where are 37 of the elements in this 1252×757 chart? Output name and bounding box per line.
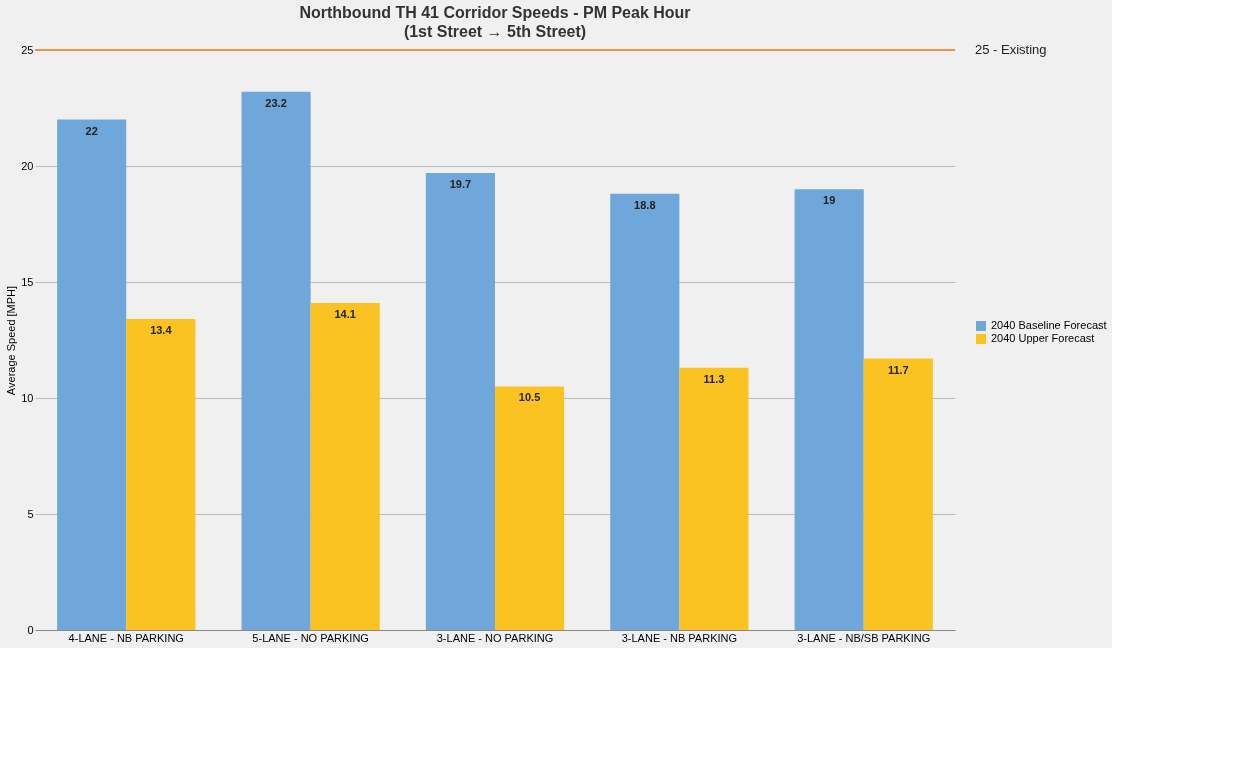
data-label: 22 [85,124,98,137]
data-label: 14.1 [334,307,356,320]
data-label: 11.3 [703,372,725,385]
bar [610,193,680,630]
y-tick-label: 25 [21,43,34,56]
y-tick-label: 5 [27,507,34,520]
legend-label: 2040 Baseline Forecast [991,319,1107,331]
x-tick-label: 4-LANE - NB PARKING [68,631,184,644]
data-label: 23.2 [265,96,287,109]
x-tick-label: 3-LANE - NO PARKING [436,631,554,644]
data-label: 13.4 [150,324,173,337]
y-tick-label: 10 [21,391,34,404]
y-tick-label: 20 [21,159,34,172]
data-label: 19 [823,194,836,207]
x-tick-label: 3-LANE - NB/SB PARKING [797,631,931,644]
bar [310,302,380,630]
data-label: 10.5 [518,391,541,404]
bar [679,367,749,630]
chart-title: Northbound TH 41 Corridor Speeds - PM Peak Hour [299,4,691,21]
legend-label: 2040 Upper Forecast [991,332,1095,344]
y-tick-label: 0 [27,623,34,636]
chart-subtitle: (1st Street → 5th Street) [403,23,587,40]
bar [126,319,196,630]
bar [863,358,933,630]
bar [495,386,565,630]
bar [794,189,864,630]
x-tick-label: 3-LANE - NB PARKING [621,631,738,644]
bar [241,91,311,630]
bar [425,172,495,630]
ref-line-label: 25 - Existing [975,42,1047,57]
y-tick-label: 15 [21,275,34,288]
y-axis-title: Average Speed [MPH] [5,285,18,396]
data-label: 11.7 [887,363,909,376]
data-label: 19.7 [449,177,472,190]
bar [57,119,127,630]
data-label: 18.8 [634,198,656,211]
x-tick-label: 5-LANE - NO PARKING [252,631,369,644]
